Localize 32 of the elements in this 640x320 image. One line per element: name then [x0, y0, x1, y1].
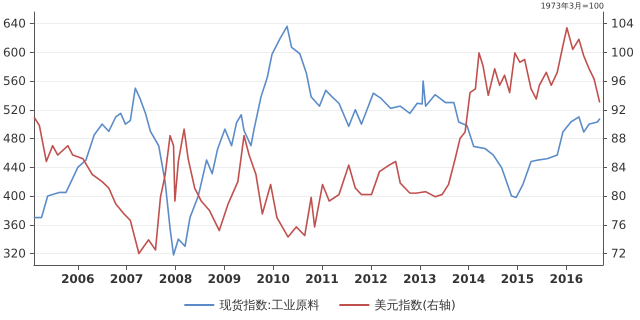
- legend-label: 现货指数:工业原料: [219, 298, 320, 312]
- y-tick-label: 400: [3, 189, 26, 203]
- x-tick-label: 2009: [208, 272, 242, 286]
- x-tick-label: 2013: [403, 272, 436, 286]
- y-tick-label: 440: [3, 160, 26, 174]
- y-tick-label: 480: [3, 132, 26, 146]
- x-tick-label: 2015: [500, 272, 534, 286]
- y2-tick-label: 96: [611, 74, 626, 88]
- y2-tick-label: 88: [611, 132, 626, 146]
- y-tick-label: 520: [3, 102, 26, 117]
- y2-tick-label: 80: [611, 189, 626, 203]
- y2-tick-label: 72: [611, 246, 626, 260]
- x-tick-label: 2014: [452, 272, 486, 286]
- x-tick-label: 2011: [305, 272, 339, 286]
- y-tick-label: 600: [3, 45, 26, 60]
- y-tick-label: 560: [3, 74, 26, 88]
- y2-tick-label: 104: [611, 16, 634, 30]
- y-tick-label: 360: [3, 218, 26, 232]
- y2-tick-label: 76: [611, 218, 626, 232]
- x-tick-label: 2010: [256, 272, 290, 286]
- y2-tick-label: 100: [611, 45, 634, 60]
- text: 1973年3月=100: [540, 2, 604, 10]
- y-tick-label: 320: [3, 246, 26, 260]
- x-tick-label: 2007: [110, 272, 144, 286]
- y2-tick-label: 92: [611, 102, 626, 117]
- legend-label: 美元指数(右轴): [374, 298, 456, 312]
- x-tick-label: 2012: [354, 272, 388, 286]
- x-tick-label: 2008: [158, 272, 192, 286]
- y-tick-label: 640: [3, 16, 26, 30]
- x-tick-label: 2006: [61, 272, 94, 286]
- x-tick-label: 2016: [550, 272, 584, 286]
- y2-tick-label: 84: [611, 160, 626, 174]
